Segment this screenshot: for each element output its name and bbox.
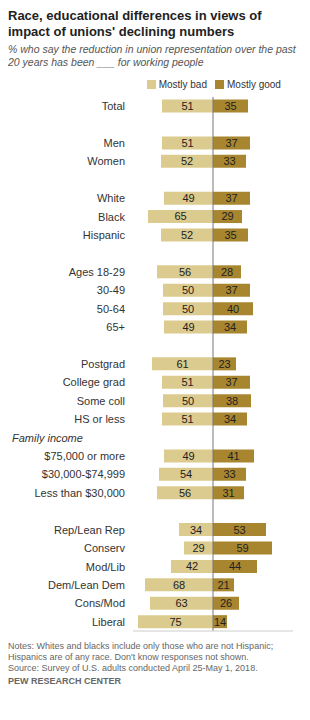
svg-text:34: 34 — [190, 524, 202, 536]
svg-text:49: 49 — [182, 192, 194, 204]
svg-text:Family income: Family income — [12, 432, 83, 444]
svg-text:65: 65 — [174, 210, 186, 222]
svg-text:29: 29 — [221, 210, 233, 222]
svg-text:51: 51 — [181, 413, 193, 425]
svg-text:Ages 18-29: Ages 18-29 — [69, 266, 125, 278]
svg-text:Total: Total — [102, 100, 125, 112]
svg-text:75: 75 — [169, 616, 181, 628]
svg-text:HS or less: HS or less — [74, 413, 125, 425]
svg-text:37: 37 — [225, 376, 237, 388]
svg-text:26: 26 — [220, 597, 232, 609]
svg-text:Less than $30,000: Less than $30,000 — [34, 487, 125, 499]
svg-text:23: 23 — [218, 358, 230, 370]
svg-text:28: 28 — [221, 266, 233, 278]
svg-text:34: 34 — [224, 321, 236, 333]
svg-text:37: 37 — [225, 137, 237, 149]
svg-text:Hispanic: Hispanic — [83, 229, 126, 241]
html-text:Race, educational differences: Race, educational differences in views o… — [8, 8, 262, 39]
svg-text:$75,000 or more: $75,000 or more — [44, 450, 125, 462]
svg-text:49: 49 — [182, 450, 194, 462]
svg-text:Some coll: Some coll — [77, 395, 125, 407]
svg-text:40: 40 — [227, 303, 239, 315]
svg-text:Dem/Lean Dem: Dem/Lean Dem — [48, 579, 125, 591]
html-text:Source: Survey of U.S. adults: Source: Survey of U.S. adults conducted … — [8, 663, 258, 673]
svg-text:50: 50 — [182, 303, 194, 315]
svg-text:Black: Black — [98, 211, 125, 223]
svg-text:35: 35 — [224, 100, 236, 112]
svg-text:50: 50 — [182, 395, 194, 407]
svg-text:52: 52 — [181, 229, 193, 241]
svg-text:56: 56 — [179, 487, 191, 499]
svg-text:63: 63 — [175, 597, 187, 609]
svg-text:Postgrad: Postgrad — [81, 358, 125, 370]
svg-text:Women: Women — [87, 155, 125, 167]
html-text:Mostly bad: Mostly bad — [158, 78, 207, 90]
html-text:% who say the reduction in uni: % who say the reduction in union represe… — [8, 43, 296, 68]
svg-text:Rep/Lean Rep: Rep/Lean Rep — [54, 524, 125, 536]
svg-text:37: 37 — [225, 192, 237, 204]
svg-text:51: 51 — [181, 100, 193, 112]
svg-text:College grad: College grad — [63, 376, 125, 388]
svg-text:49: 49 — [182, 321, 194, 333]
svg-text:30-49: 30-49 — [97, 284, 125, 296]
svg-text:Conserv: Conserv — [84, 542, 125, 554]
html-text:Notes: Whites and blacks inclu: Notes: Whites and blacks include only th… — [8, 641, 274, 662]
svg-text:41: 41 — [227, 450, 239, 462]
html-text:Mostly good: Mostly good — [227, 79, 281, 90]
svg-text:33: 33 — [223, 155, 235, 167]
svg-text:61: 61 — [176, 358, 188, 370]
html-text:PEW RESEARCH CENTER: PEW RESEARCH CENTER — [8, 676, 121, 686]
svg-text:31: 31 — [222, 487, 234, 499]
svg-text:33: 33 — [223, 468, 235, 480]
svg-text:52: 52 — [181, 155, 193, 167]
svg-text:53: 53 — [233, 524, 245, 536]
svg-text:34: 34 — [224, 413, 236, 425]
svg-text:21: 21 — [217, 579, 229, 591]
svg-text:Cons/Mod: Cons/Mod — [75, 597, 125, 609]
svg-text:37: 37 — [225, 284, 237, 296]
svg-text:35: 35 — [224, 229, 236, 241]
svg-text:56: 56 — [179, 266, 191, 278]
svg-text:38: 38 — [226, 395, 238, 407]
svg-text:Men: Men — [104, 137, 125, 149]
svg-text:$30,000-$74,999: $30,000-$74,999 — [42, 468, 125, 480]
svg-text:42: 42 — [186, 560, 198, 572]
svg-text:50-64: 50-64 — [97, 303, 125, 315]
svg-text:29: 29 — [192, 542, 204, 554]
svg-text:51: 51 — [181, 137, 193, 149]
svg-text:14: 14 — [214, 616, 226, 628]
svg-text:68: 68 — [173, 579, 185, 591]
svg-text:50: 50 — [182, 284, 194, 296]
svg-text:65+: 65+ — [106, 321, 125, 333]
svg-text:51: 51 — [181, 376, 193, 388]
svg-text:44: 44 — [229, 560, 241, 572]
svg-text:54: 54 — [180, 468, 192, 480]
svg-text:Liberal: Liberal — [92, 616, 125, 628]
svg-text:White: White — [97, 192, 125, 204]
svg-text:Mod/Lib: Mod/Lib — [86, 561, 125, 573]
svg-text:59: 59 — [236, 542, 248, 554]
